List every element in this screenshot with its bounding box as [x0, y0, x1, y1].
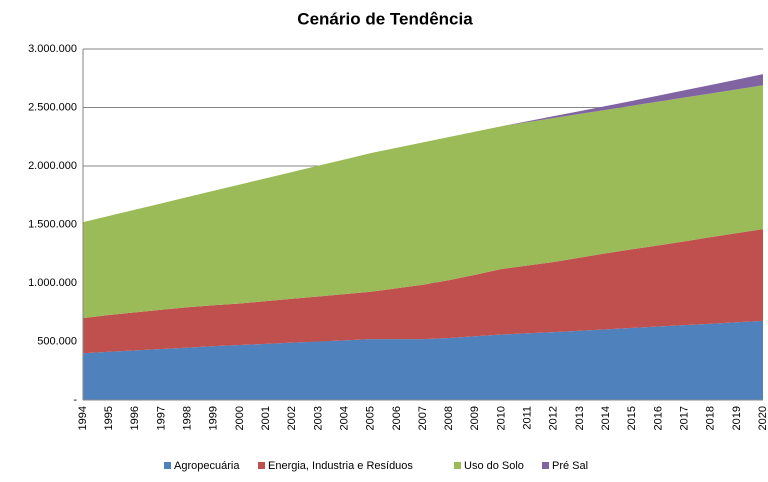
- x-tick-label: 1997: [155, 406, 167, 430]
- y-tick-label: 2.000.000: [28, 160, 77, 172]
- area: [83, 320, 763, 400]
- x-tick-label: 2003: [312, 406, 324, 430]
- legend-label: Uso do Solo: [464, 460, 524, 472]
- x-tick-label: 1996: [129, 406, 141, 430]
- x-tick-label: 2004: [338, 406, 350, 430]
- x-tick-label: 1995: [103, 406, 115, 430]
- area: [83, 229, 763, 354]
- legend-swatch: [454, 462, 461, 469]
- area: [83, 85, 763, 319]
- x-tick-label: 2016: [652, 406, 664, 430]
- x-tick-label: 2010: [495, 406, 507, 430]
- x-tick-label: 1994: [77, 406, 89, 430]
- x-tick-label: 2014: [600, 406, 612, 430]
- legend-swatch: [164, 462, 171, 469]
- x-tick-label: 2008: [443, 406, 455, 430]
- y-tick-label: 3.000.000: [28, 43, 77, 55]
- x-tick-label: 2011: [522, 406, 534, 430]
- x-tick-label: 2007: [417, 406, 429, 430]
- x-tick-label: 2013: [574, 406, 586, 430]
- area: [83, 74, 763, 223]
- x-tick-label: 2005: [365, 406, 377, 430]
- x-tick-label: 1998: [182, 406, 194, 430]
- x-tick-label: 2001: [260, 406, 272, 430]
- x-tick-label: 2019: [731, 406, 743, 430]
- x-tick-label: 2000: [234, 406, 246, 430]
- legend-swatch: [542, 462, 549, 469]
- x-tick-label: 2002: [286, 406, 298, 430]
- x-tick-label: 2020: [757, 406, 768, 430]
- y-tick-label: -: [73, 394, 77, 406]
- x-tick-label: 2015: [626, 406, 638, 430]
- x-tick-label: 2017: [678, 406, 690, 430]
- x-tick-label: 2012: [548, 406, 560, 430]
- x-tick-label: 2009: [469, 406, 481, 430]
- x-tick-label: 1999: [208, 406, 220, 430]
- legend-label: Energia, Industria e Resíduos: [268, 460, 413, 472]
- y-tick-label: 1.500.000: [28, 218, 77, 230]
- legend-label: Pré Sal: [552, 460, 588, 472]
- y-tick-label: 500.000: [37, 335, 77, 347]
- y-tick-label: 1.000.000: [28, 277, 77, 289]
- x-tick-label: 2018: [705, 406, 717, 430]
- x-tick-label: 2006: [391, 406, 403, 430]
- chart-title: Cenário de Tendência: [297, 9, 473, 28]
- y-tick-label: 2.500.000: [28, 101, 77, 113]
- legend-swatch: [258, 462, 265, 469]
- legend-label: Agropecuária: [174, 460, 240, 472]
